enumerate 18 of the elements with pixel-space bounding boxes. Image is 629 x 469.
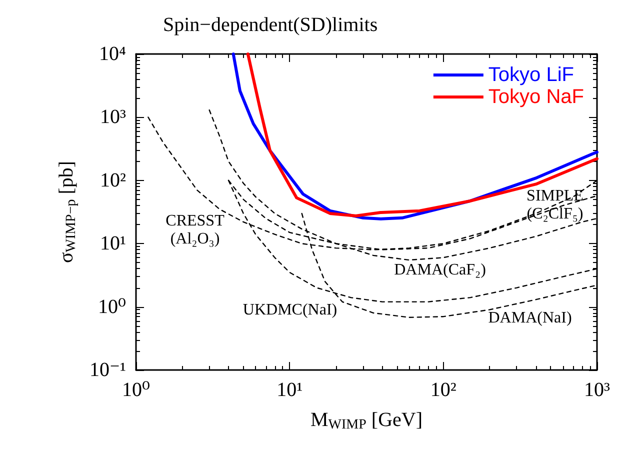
- annotation: CRESST (Al₂O₃): [166, 212, 225, 248]
- y-tick-label: 10²: [100, 169, 126, 192]
- y-tick-label: 10⁰: [98, 296, 126, 318]
- annotation: DAMA(NaI): [488, 310, 572, 326]
- x-tick-label: 10²: [430, 379, 456, 401]
- y-axis-title: σWIMP−p [pb]: [56, 160, 80, 264]
- chart-title: Spin−dependent(SD)limits: [163, 14, 378, 36]
- y-tick-label: 10¹: [100, 232, 126, 255]
- y-tick-label: 10³: [100, 106, 126, 128]
- x-tick-label: 10¹: [276, 379, 303, 401]
- x-tick-label: 10⁰: [122, 379, 150, 401]
- y-tick-label: 10⁻¹: [89, 359, 126, 381]
- annotation: DAMA(CaF₂): [394, 262, 486, 278]
- legend-label: Tokyo LiF: [488, 64, 574, 86]
- y-tick-label: 10⁴: [99, 43, 126, 65]
- legend-label: Tokyo NaF: [488, 86, 584, 108]
- x-tick-label: 10³: [584, 379, 610, 401]
- annotation: UKDMC(NaI): [242, 302, 338, 318]
